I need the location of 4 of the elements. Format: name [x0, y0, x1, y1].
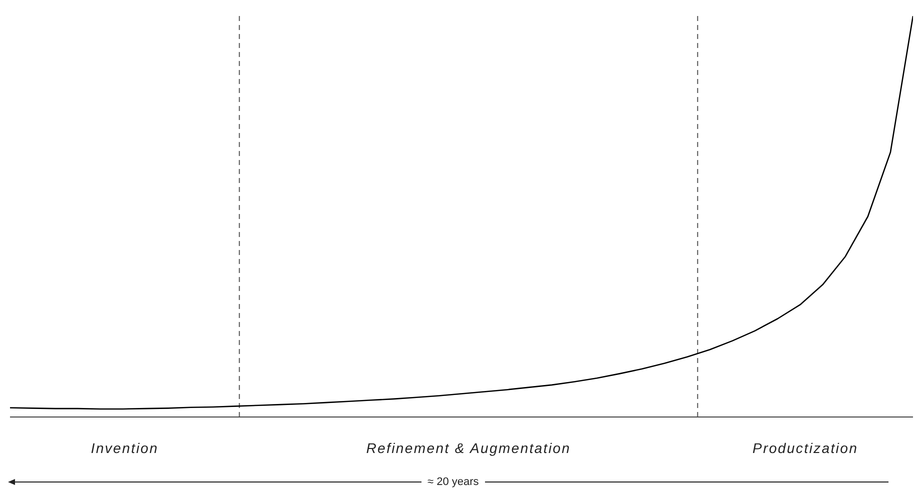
- text: Refinement & Augmentation: [366, 440, 571, 456]
- text: Productization: [752, 440, 858, 456]
- text: Invention: [90, 440, 158, 456]
- text: ≈ 20 years: [426, 476, 480, 488]
